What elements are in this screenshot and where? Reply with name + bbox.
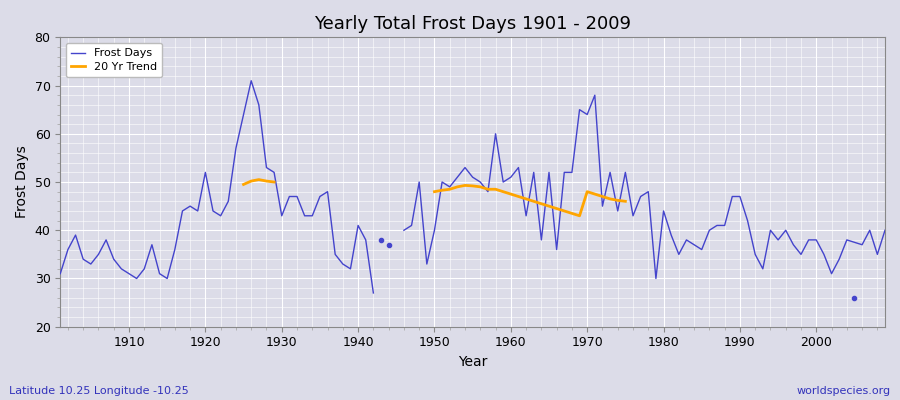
20 Yr Trend bbox=[269, 180, 280, 184]
20 Yr Trend bbox=[254, 177, 265, 182]
20 Yr Trend bbox=[238, 182, 249, 187]
Title: Yearly Total Frost Days 1901 - 2009: Yearly Total Frost Days 1901 - 2009 bbox=[314, 15, 631, 33]
Text: worldspecies.org: worldspecies.org bbox=[796, 386, 891, 396]
20 Yr Trend bbox=[246, 179, 256, 184]
Text: Latitude 10.25 Longitude -10.25: Latitude 10.25 Longitude -10.25 bbox=[9, 386, 189, 396]
X-axis label: Year: Year bbox=[458, 355, 487, 369]
Y-axis label: Frost Days: Frost Days bbox=[15, 146, 29, 218]
20 Yr Trend bbox=[261, 179, 272, 184]
Line: 20 Yr Trend: 20 Yr Trend bbox=[244, 180, 274, 184]
Legend: Frost Days, 20 Yr Trend: Frost Days, 20 Yr Trend bbox=[66, 43, 162, 77]
